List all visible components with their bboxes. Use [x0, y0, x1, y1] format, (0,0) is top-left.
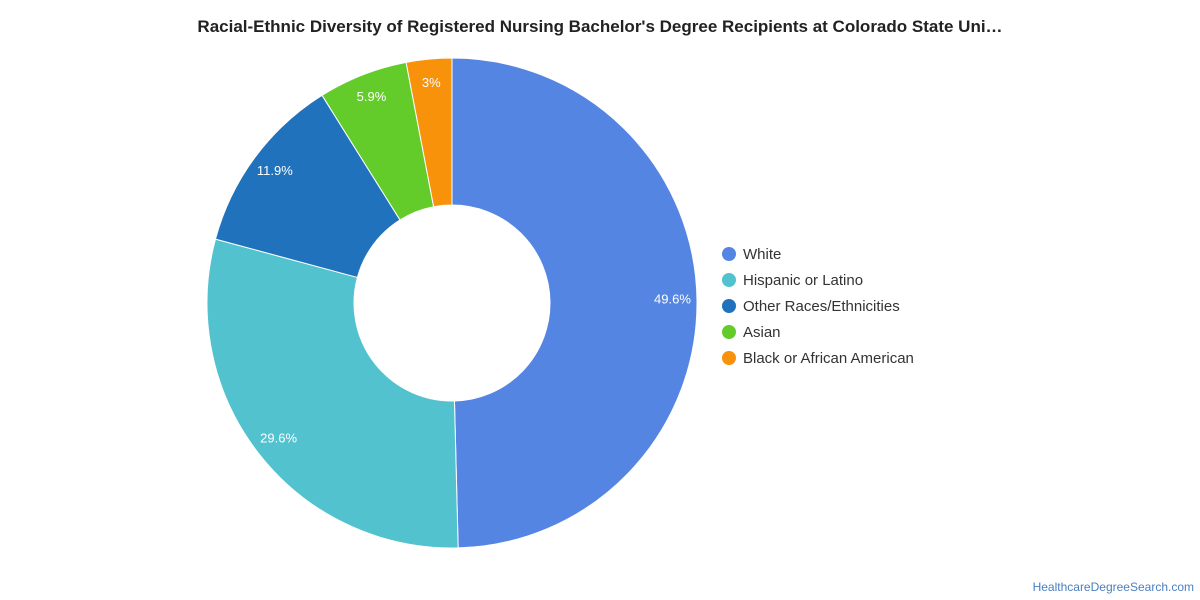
legend-label: White [743, 245, 782, 263]
slice-label: 49.6% [654, 292, 691, 307]
legend-item[interactable]: Black or African American [722, 345, 914, 371]
legend-label: Black or African American [743, 349, 914, 367]
legend-swatch [722, 351, 736, 365]
legend-item[interactable]: Asian [722, 319, 914, 345]
slice-label: 11.9% [257, 163, 293, 178]
slice-label: 3% [422, 75, 441, 90]
legend-label: Other Races/Ethnicities [743, 297, 900, 315]
legend-swatch [722, 299, 736, 313]
legend-swatch [722, 325, 736, 339]
slice-label: 5.9% [357, 89, 387, 104]
chart-title: Racial-Ethnic Diversity of Registered Nu… [197, 17, 1003, 36]
legend-label: Asian [743, 323, 781, 341]
slice-white[interactable] [451, 57, 698, 549]
slice-other-races-ethnicities[interactable] [214, 94, 401, 279]
legend-swatch [722, 247, 736, 261]
legend-label: Hispanic or Latino [743, 271, 864, 289]
legend-item[interactable]: Other Races/Ethnicities [722, 293, 914, 319]
source-link[interactable]: HealthcareDegreeSearch.com [1032, 580, 1194, 594]
legend-swatch [722, 273, 736, 287]
chart-legend: White Hispanic or Latino Other Races/Ethni… [722, 241, 914, 371]
slice-black-or-african-american[interactable] [405, 57, 453, 208]
slice-label: 29.6% [260, 431, 297, 446]
legend-item[interactable]: Hispanic or Latino [722, 267, 914, 293]
legend-item[interactable]: White [722, 241, 914, 267]
slice-hispanic-or-latino[interactable] [206, 238, 459, 549]
